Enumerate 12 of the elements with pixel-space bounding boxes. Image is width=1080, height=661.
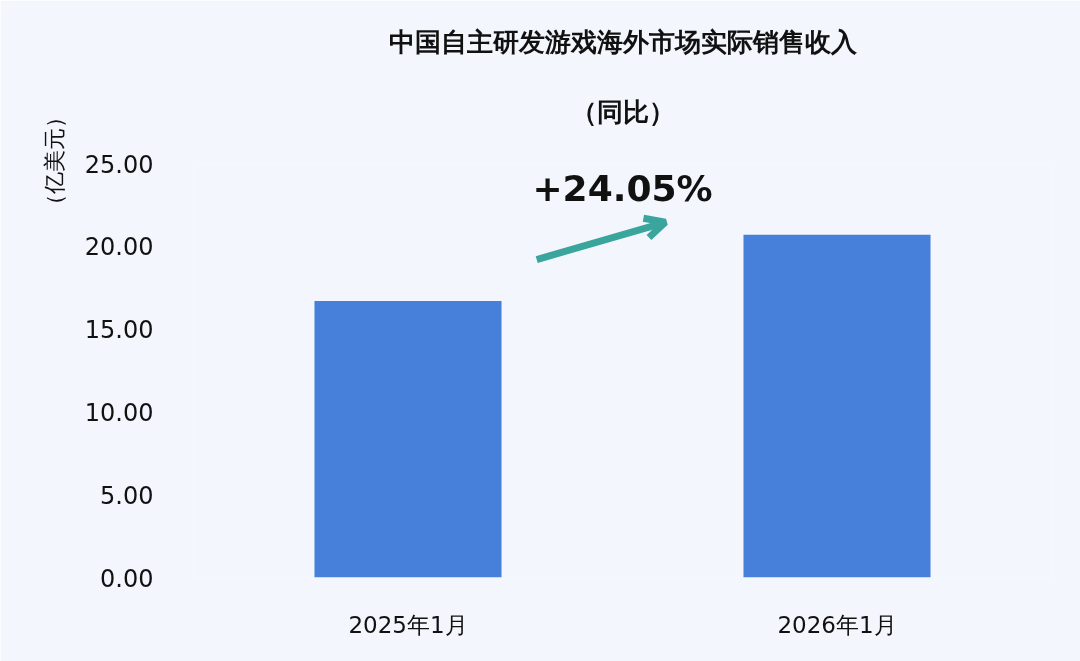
y-tick-label: 15.00 xyxy=(84,316,154,345)
chart-title: 中国自主研发游戏海外市场实际销售收入 xyxy=(388,26,858,57)
y-tick-label: 10.00 xyxy=(84,398,154,427)
x-tick-label: 2025年1月 xyxy=(348,611,468,638)
y-tick-label: 5.00 xyxy=(100,481,154,510)
annotation: +24.05% xyxy=(532,167,713,209)
x-tick-label: 2026年1月 xyxy=(777,611,897,638)
y-tick-label: 0.00 xyxy=(100,564,154,593)
chart-subtitle: （同比） xyxy=(570,96,675,127)
y-tick-label: 20.00 xyxy=(84,233,154,262)
y-tick-label: 25.00 xyxy=(84,150,154,179)
y-axis-title: （亿美元） xyxy=(41,105,67,216)
